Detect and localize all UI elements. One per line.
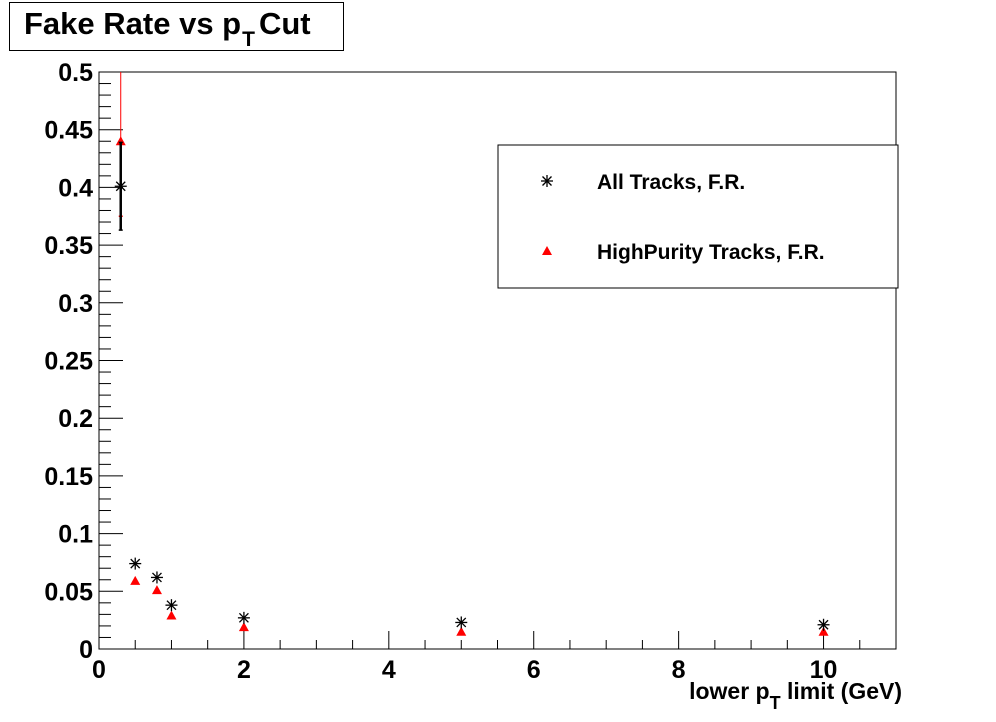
legend: All Tracks, F.R. HighPurity Tracks, F.R.	[497, 144, 899, 289]
triangle-marker	[542, 246, 552, 255]
y-tick-label: 0.4	[58, 174, 93, 202]
chart-title: Fake Rate vs pT Cut	[24, 6, 311, 51]
y-tick-label: 0.45	[44, 117, 93, 145]
star-marker-stroke	[152, 572, 162, 583]
data-point-highpurity	[130, 575, 141, 585]
triangle-marker	[238, 622, 249, 632]
star-marker-stroke	[238, 612, 249, 623]
chart-title-box: Fake Rate vs pT Cut	[9, 2, 344, 51]
x-axis-label: lower pT limit (GeV)	[689, 678, 902, 713]
legend-item-all-tracks: All Tracks, F.R.	[541, 171, 745, 194]
y-tick-label: 0.15	[44, 463, 93, 491]
x-axis-label-subscript: T	[770, 693, 781, 713]
chart-title-main: Fake Rate vs p	[24, 6, 242, 41]
data-point-all-tracks	[237, 611, 250, 624]
legend-box	[497, 144, 899, 289]
star-marker-stroke	[115, 181, 126, 192]
data-point-highpurity	[151, 585, 162, 595]
data-point-all-tracks	[455, 616, 468, 629]
x-tick-label: 0	[92, 656, 106, 684]
x-tick-label: 8	[672, 656, 686, 684]
data-point-all-tracks	[150, 571, 163, 584]
triangle-marker	[115, 136, 126, 146]
data-point-highpurity	[238, 622, 249, 632]
y-tick-label: 0.1	[58, 521, 93, 549]
star-marker-stroke	[130, 558, 141, 569]
data-point-all-tracks	[114, 141, 127, 231]
legend-label: All Tracks, F.R.	[597, 171, 745, 194]
y-tick-label: 0.5	[58, 59, 93, 87]
star-marker-stroke	[456, 617, 467, 628]
triangle-marker	[456, 626, 467, 636]
y-tick-label: 0	[79, 636, 93, 664]
triangle-marker	[818, 626, 829, 636]
y-tick-label: 0.05	[44, 578, 93, 606]
x-axis-label-suffix: limit (GeV)	[781, 678, 902, 704]
x-tick-label: 4	[382, 656, 396, 684]
y-tick-label: 0.35	[44, 232, 93, 260]
data-point-all-tracks	[165, 599, 178, 612]
y-tick-label: 0.25	[44, 348, 93, 376]
x-tick-label: 2	[237, 656, 251, 684]
data-point-highpurity	[818, 626, 829, 636]
chart-title-subscript: T	[242, 28, 255, 51]
x-tick-label: 6	[527, 656, 541, 684]
data-point-highpurity	[166, 610, 177, 620]
legend-label: HighPurity Tracks, F.R.	[597, 241, 825, 264]
triangle-marker	[151, 585, 162, 595]
x-tick-label: 10	[810, 656, 838, 684]
data-point-highpurity	[456, 626, 467, 636]
triangle-marker	[130, 575, 141, 585]
legend-item-highpurity: HighPurity Tracks, F.R.	[542, 241, 825, 264]
x-axis-label-main: lower p	[689, 678, 770, 704]
chart-title-suffix: Cut	[258, 6, 311, 41]
star-marker-stroke	[542, 176, 552, 186]
y-tick-label: 0.2	[58, 405, 93, 433]
star-marker-stroke	[166, 600, 177, 611]
triangle-marker	[166, 610, 177, 620]
data-point-all-tracks	[817, 618, 830, 631]
data-point-all-tracks	[129, 557, 142, 570]
y-tick-label: 0.3	[58, 290, 93, 318]
star-marker-stroke	[818, 619, 829, 630]
